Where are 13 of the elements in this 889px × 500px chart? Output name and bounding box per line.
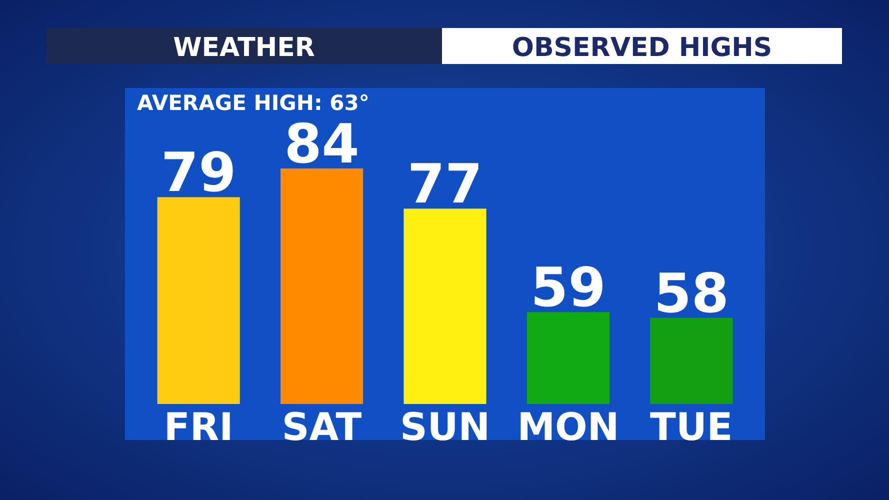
annotation: AVERAGE HIGH: 63° [137,91,370,115]
x-tick-label: SUN [400,405,490,449]
chart-subtitle: WEATHER [173,33,315,63]
x-tick-label: FRI [164,405,234,449]
chart-title: OBSERVED HIGHS [512,33,772,63]
data-label: 59 [530,256,606,320]
data-label: 79 [161,141,236,204]
x-tick-label: MON [517,405,620,449]
data-label: 58 [654,262,729,325]
x-tick-label: SAT [282,405,362,449]
data-label: 77 [407,152,483,216]
data-label: 84 [284,112,360,176]
x-tick-label: TUE [650,405,733,449]
